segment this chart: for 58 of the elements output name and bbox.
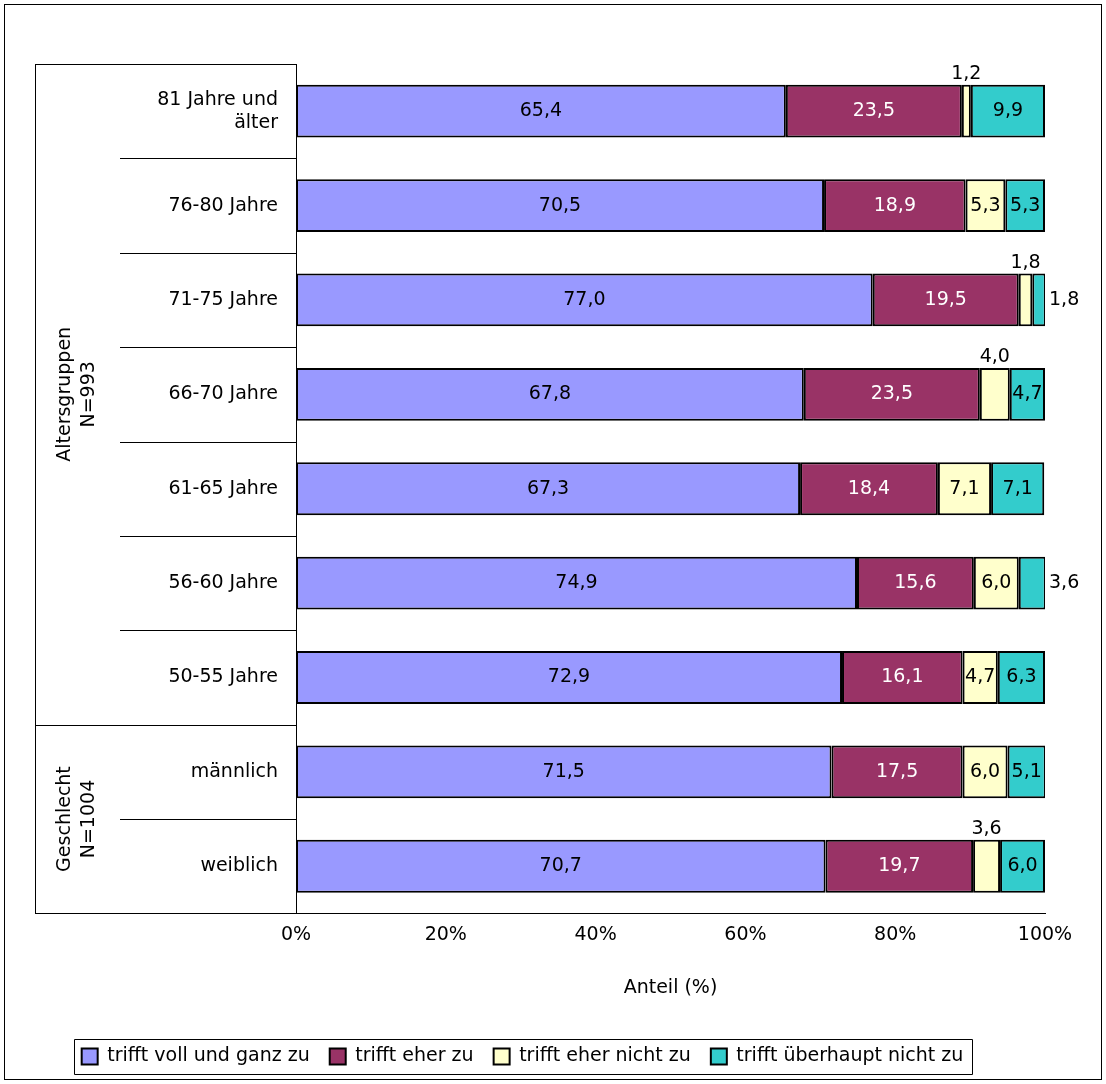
legend-label: trifft voll und ganz zu	[107, 1043, 310, 1066]
data-label: 67,3	[526, 475, 570, 498]
data-label: 23,5	[852, 98, 896, 121]
data-label: 3,6	[971, 816, 1002, 839]
legend-label: trifft eher zu	[355, 1043, 474, 1066]
legend-label: trifft eher nicht zu	[519, 1043, 691, 1066]
data-label: 18,4	[847, 475, 891, 498]
text: Geschlecht N=1004	[52, 766, 99, 872]
data-label: 1,8	[1049, 286, 1080, 309]
data-label: 5,3	[970, 192, 1001, 215]
data-label: 65,4	[519, 98, 563, 121]
data-label: 19,5	[924, 286, 967, 309]
data-label: 5,3	[1010, 192, 1041, 215]
x-tick-label: 40%	[574, 921, 617, 944]
y-tick-label: männlich	[190, 758, 278, 781]
data-label: 70,7	[539, 853, 582, 876]
x-tick-label: 100%	[1017, 921, 1073, 944]
data-label: 18,9	[873, 192, 916, 215]
data-label: 23,5	[870, 381, 913, 404]
y-tick-label: 76-80 Jahre	[168, 192, 278, 215]
y-tick-label: weiblich	[200, 853, 278, 876]
data-label: 17,5	[875, 758, 919, 781]
x-tick-label: 60%	[724, 921, 767, 944]
y-tick-label: 66-70 Jahre	[168, 381, 278, 404]
data-label: 7,1	[949, 475, 980, 498]
data-label: 1,2	[951, 61, 982, 84]
data-label: 7,1	[1002, 475, 1033, 498]
data-label: 70,5	[538, 192, 582, 215]
y-tick-label: 56-60 Jahre	[168, 570, 278, 593]
y-tick-label: 61-65 Jahre	[168, 475, 278, 498]
data-label: 71,5	[542, 758, 585, 781]
data-label: 19,7	[878, 853, 921, 876]
text: Altersgruppen N=993	[52, 326, 99, 462]
legend-label: trifft überhaupt nicht zu	[736, 1043, 964, 1066]
data-label: 9,9	[992, 98, 1024, 121]
data-label: 6,0	[1007, 853, 1038, 876]
data-label: 4,7	[965, 664, 996, 687]
data-label: 15,6	[894, 570, 937, 593]
data-label: 67,8	[528, 381, 572, 404]
y-tick-label: 50-55 Jahre	[168, 664, 278, 687]
data-label: 1,8	[1010, 249, 1041, 272]
data-label: 3,6	[1049, 570, 1080, 593]
data-label: 4,7	[1012, 381, 1043, 404]
data-label: 5,1	[1011, 758, 1042, 781]
y-tick-label: 71-75 Jahre	[168, 286, 278, 309]
data-label: 4,0	[979, 344, 1010, 367]
x-tick-label: 0%	[280, 921, 312, 944]
data-label: 6,0	[969, 758, 1001, 781]
data-label: 74,9	[555, 570, 598, 593]
data-label: 72,9	[547, 664, 591, 687]
data-label: 16,1	[881, 664, 924, 687]
data-label: 6,0	[981, 570, 1012, 593]
x-tick-label: 20%	[424, 921, 467, 944]
data-label: 77,0	[563, 286, 606, 309]
x-tick-label: 80%	[874, 921, 917, 944]
x-axis-title: Anteil (%)	[623, 974, 718, 997]
y-tick-label: 81 Jahre und älter	[157, 86, 279, 132]
data-label: 6,3	[1006, 664, 1037, 687]
